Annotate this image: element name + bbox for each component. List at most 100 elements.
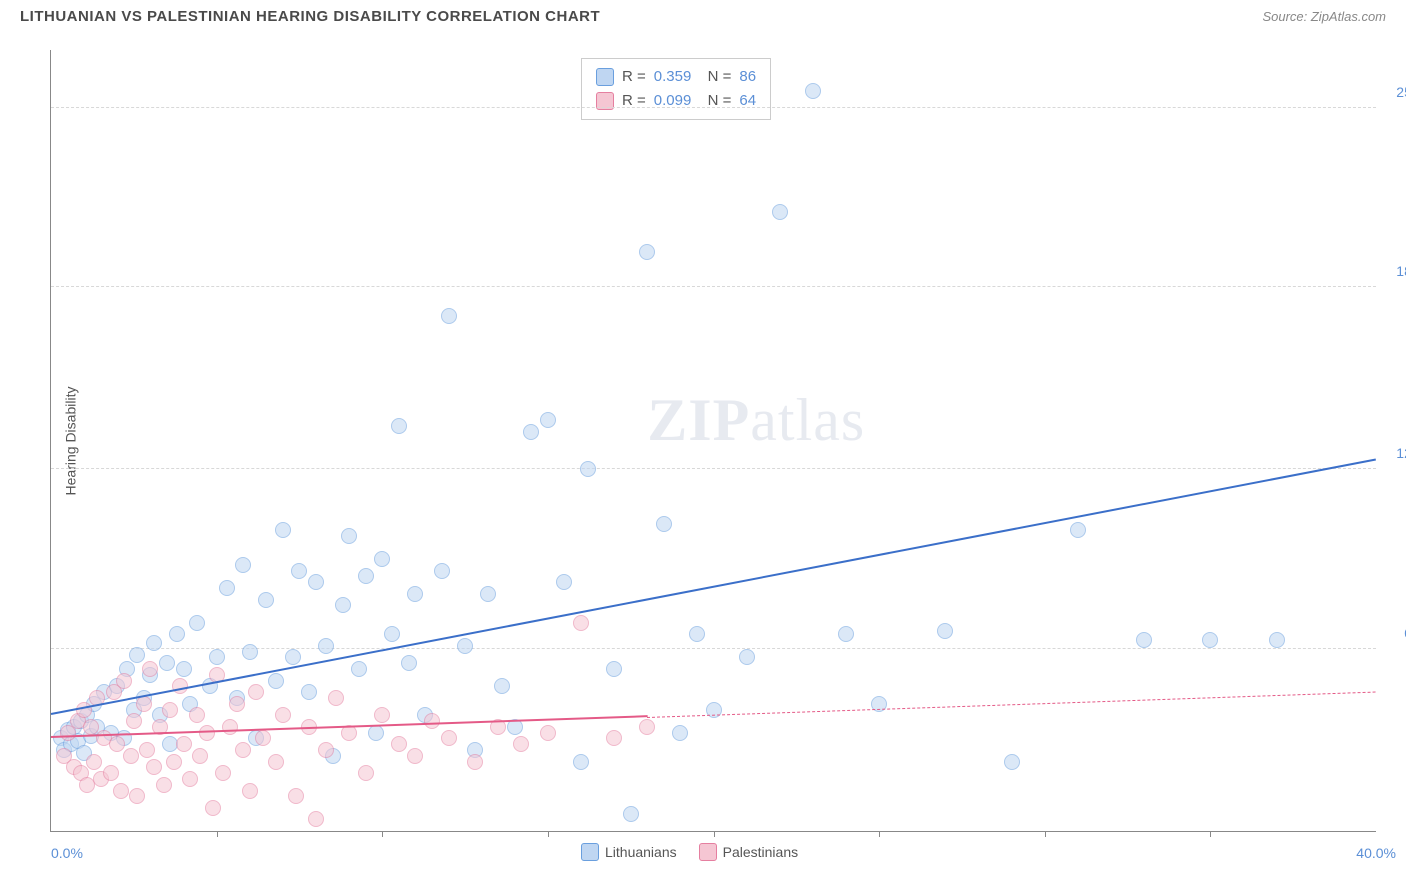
- data-point: [229, 696, 245, 712]
- data-point: [358, 568, 374, 584]
- legend-item-1: Lithuanians: [581, 843, 677, 861]
- legend-n-label: N =: [699, 89, 731, 113]
- gridline: [51, 468, 1376, 469]
- data-point: [86, 754, 102, 770]
- data-point: [1070, 522, 1086, 538]
- data-point: [129, 788, 145, 804]
- trend-line: [647, 691, 1376, 717]
- gridline: [51, 107, 1376, 108]
- data-point: [374, 551, 390, 567]
- data-point: [639, 719, 655, 735]
- data-point: [275, 522, 291, 538]
- data-point: [182, 771, 198, 787]
- data-point: [523, 424, 539, 440]
- data-point: [494, 678, 510, 694]
- data-point: [391, 418, 407, 434]
- data-point: [103, 765, 119, 781]
- data-point: [275, 707, 291, 723]
- series-legend: Lithuanians Palestinians: [581, 843, 798, 861]
- data-point: [1136, 632, 1152, 648]
- x-tick: [879, 831, 880, 837]
- data-point: [540, 412, 556, 428]
- data-point: [159, 655, 175, 671]
- data-point: [639, 244, 655, 260]
- data-point: [301, 684, 317, 700]
- data-point: [205, 800, 221, 816]
- data-point: [328, 690, 344, 706]
- data-point: [308, 574, 324, 590]
- data-point: [556, 574, 572, 590]
- data-point: [457, 638, 473, 654]
- data-point: [358, 765, 374, 781]
- data-point: [162, 702, 178, 718]
- data-point: [222, 719, 238, 735]
- data-point: [123, 748, 139, 764]
- data-point: [1004, 754, 1020, 770]
- legend-r-value-1: 0.359: [654, 65, 692, 89]
- data-point: [606, 661, 622, 677]
- y-axis-title: Hearing Disability: [62, 386, 78, 495]
- data-point: [623, 806, 639, 822]
- data-point: [1202, 632, 1218, 648]
- data-point: [126, 713, 142, 729]
- data-point: [146, 635, 162, 651]
- data-point: [248, 684, 264, 700]
- data-point: [656, 516, 672, 532]
- data-point: [219, 580, 235, 596]
- legend-r-label: R =: [622, 89, 646, 113]
- legend-n-label: N =: [699, 65, 731, 89]
- data-point: [242, 783, 258, 799]
- data-point: [480, 586, 496, 602]
- x-tick: [1210, 831, 1211, 837]
- data-point: [467, 754, 483, 770]
- data-point: [513, 736, 529, 752]
- data-point: [169, 626, 185, 642]
- data-point: [83, 719, 99, 735]
- legend-series-1-label: Lithuanians: [605, 844, 677, 860]
- data-point: [215, 765, 231, 781]
- data-point: [341, 528, 357, 544]
- x-tick: [548, 831, 549, 837]
- watermark: ZIPatlas: [647, 386, 865, 455]
- data-point: [368, 725, 384, 741]
- data-point: [109, 736, 125, 752]
- data-point: [407, 586, 423, 602]
- chart-header: LITHUANIAN VS PALESTINIAN HEARING DISABI…: [0, 0, 1406, 29]
- data-point: [739, 649, 755, 665]
- data-point: [318, 742, 334, 758]
- chart-title: LITHUANIAN VS PALESTINIAN HEARING DISABI…: [20, 8, 600, 25]
- data-point: [937, 623, 953, 639]
- x-tick: [217, 831, 218, 837]
- data-point: [689, 626, 705, 642]
- data-point: [235, 742, 251, 758]
- data-point: [255, 730, 271, 746]
- data-point: [391, 736, 407, 752]
- data-point: [116, 673, 132, 689]
- legend-swatch-1: [596, 68, 614, 86]
- data-point: [268, 673, 284, 689]
- legend-row-2: R = 0.099 N = 64: [596, 89, 756, 113]
- x-axis-max-label: 40.0%: [1356, 845, 1396, 861]
- scatter-chart: Hearing Disability ZIPatlas 0.0% 40.0% R…: [50, 50, 1376, 832]
- data-point: [235, 557, 251, 573]
- data-point: [573, 615, 589, 631]
- data-point: [772, 204, 788, 220]
- data-point: [268, 754, 284, 770]
- legend-r-label: R =: [622, 65, 646, 89]
- data-point: [318, 638, 334, 654]
- data-point: [384, 626, 400, 642]
- data-point: [441, 308, 457, 324]
- y-tick-label: 18.8%: [1396, 263, 1406, 279]
- gridline: [51, 286, 1376, 287]
- data-point: [401, 655, 417, 671]
- data-point: [139, 742, 155, 758]
- trend-line: [51, 459, 1376, 716]
- data-point: [176, 736, 192, 752]
- data-point: [156, 777, 172, 793]
- data-point: [424, 713, 440, 729]
- data-point: [1269, 632, 1285, 648]
- legend-n-value-2: 64: [739, 89, 756, 113]
- legend-row-1: R = 0.359 N = 86: [596, 65, 756, 89]
- legend-n-value-1: 86: [739, 65, 756, 89]
- data-point: [573, 754, 589, 770]
